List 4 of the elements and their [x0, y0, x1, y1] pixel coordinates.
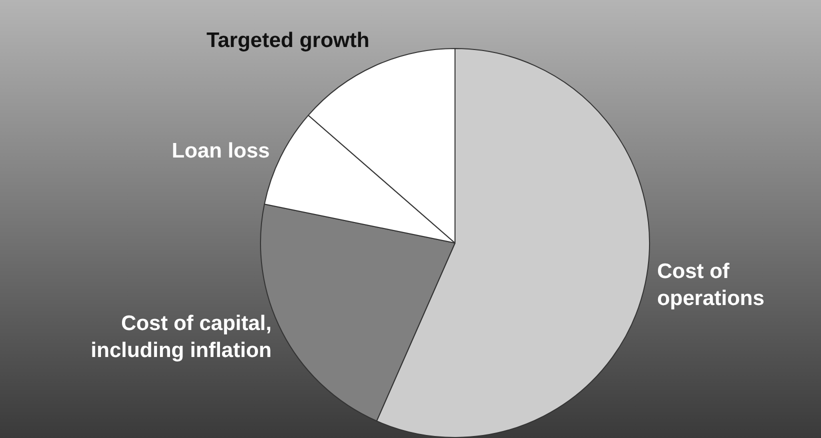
slice-label: Cost of operations	[657, 260, 764, 310]
slice-label: Loan loss	[172, 139, 270, 162]
slice-label: Cost of capital, including inflation	[90, 312, 272, 362]
slice-label: Targeted growth	[206, 28, 370, 52]
